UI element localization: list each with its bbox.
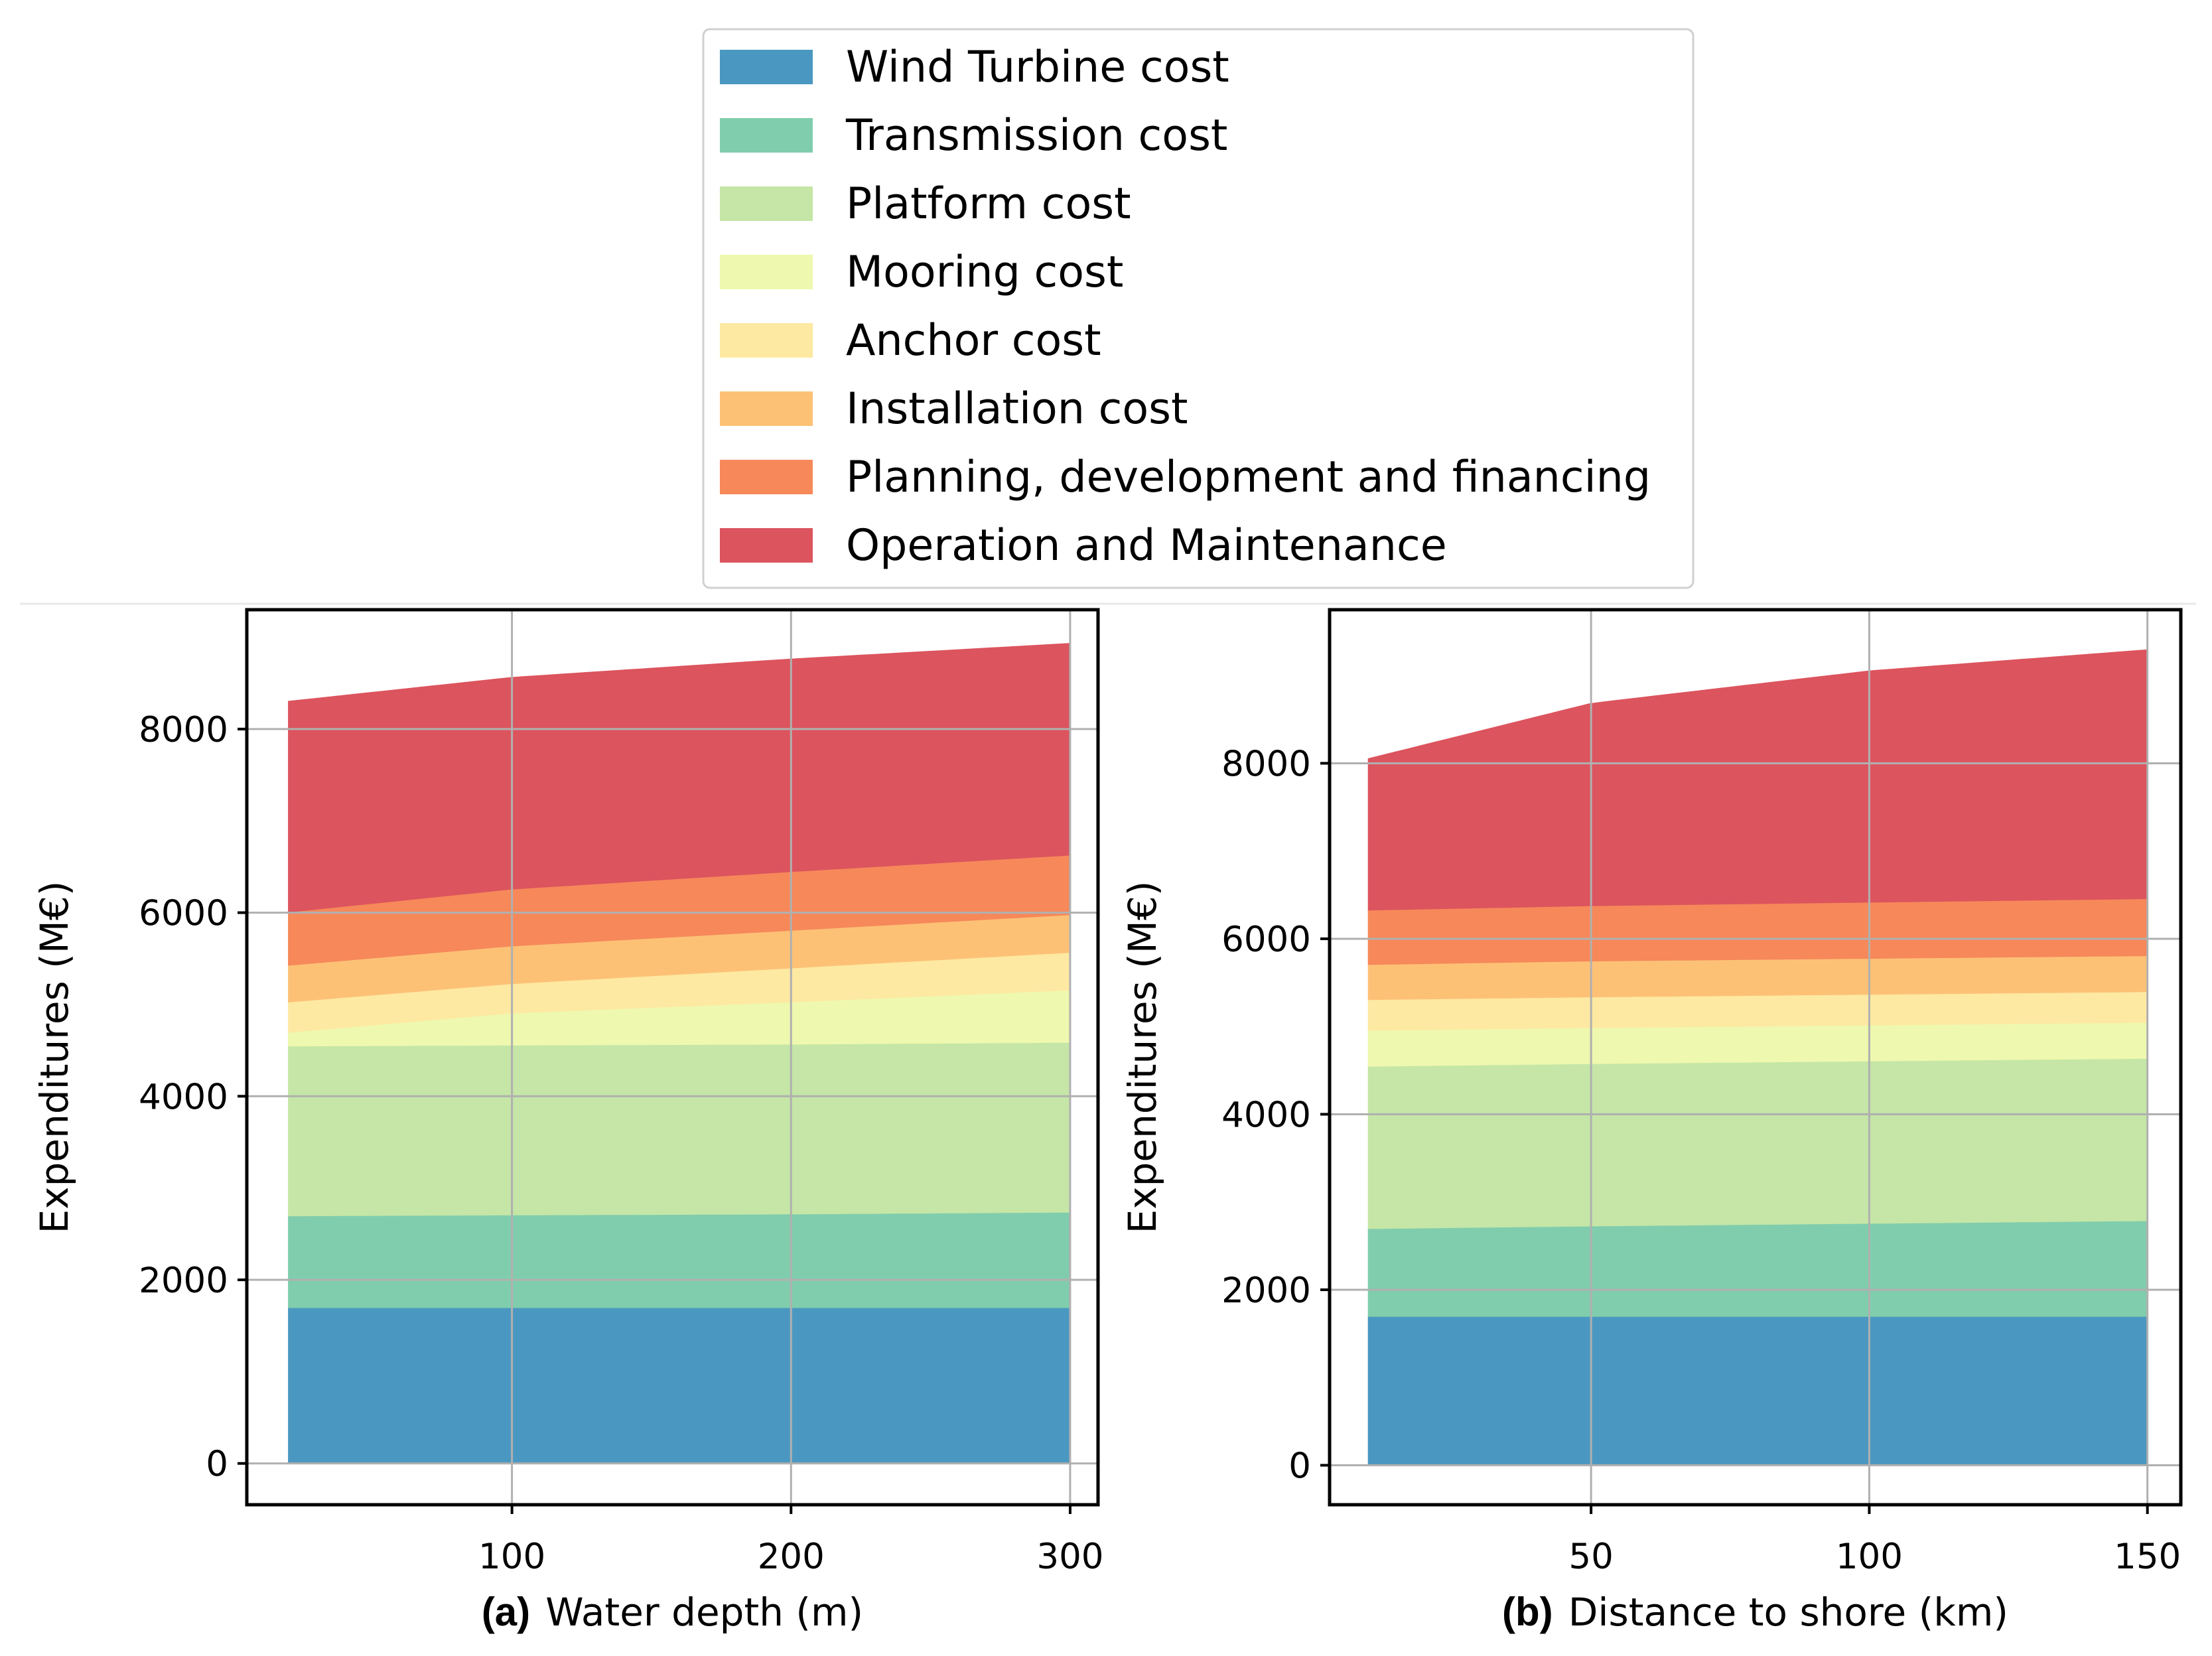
- x-axis-label: Water depth (m): [545, 1590, 863, 1635]
- x-axis-caption: (a) Water depth (m): [482, 1590, 863, 1635]
- area-wind-turbine-cost: [288, 1306, 1071, 1464]
- area-planning-development-and-financing: [1367, 898, 2148, 965]
- area-platform-cost: [1367, 1057, 2148, 1229]
- legend-item-platform-cost: Platform cost: [720, 179, 1131, 229]
- area-operation-and-maintenance: [1367, 649, 2148, 911]
- legend-item-installation-cost: Installation cost: [720, 384, 1188, 434]
- legend-label: Transmission cost: [845, 111, 1227, 161]
- y-tick-label: 6000: [1221, 920, 1311, 960]
- x-tick-label: 150: [2114, 1537, 2181, 1577]
- chart-panel-b: 50 100 150 0 2000 4000 6000 8000 Expenditures (…: [1120, 608, 2183, 1635]
- y-tick-label: 0: [206, 1444, 228, 1485]
- legend-label: Wind Turbine cost: [846, 42, 1229, 92]
- legend-item-transmission-cost: Transmission cost: [720, 111, 1227, 161]
- legend-label: Anchor cost: [846, 316, 1101, 366]
- legend-item-operation-and-maintenance: Operation and Maintenance: [720, 521, 1447, 571]
- legend-label: Installation cost: [846, 384, 1188, 434]
- legend-swatch: [720, 255, 813, 289]
- y-tick-label: 0: [1288, 1446, 1311, 1486]
- x-tick-label: 300: [1036, 1537, 1103, 1577]
- x-tick-label: 100: [1836, 1537, 1903, 1577]
- legend-label: Operation and Maintenance: [846, 521, 1447, 571]
- legend-label: Platform cost: [846, 179, 1131, 229]
- panel-tag: (b): [1502, 1590, 1553, 1634]
- area-transmission-cost: [288, 1211, 1071, 1308]
- legend-item-wind-turbine-cost: Wind Turbine cost: [720, 42, 1229, 92]
- y-tick-label: 4000: [1221, 1095, 1311, 1135]
- x-tick-label: 200: [758, 1537, 825, 1577]
- y-tick-label: 2000: [1221, 1271, 1311, 1311]
- plot-frame: [1328, 608, 2183, 1507]
- legend-item-planning-development-and-financing: Planning, development and financing: [720, 452, 1651, 502]
- y-tick-label: 2000: [139, 1261, 228, 1301]
- legend: Wind Turbine cost Transmission cost Platfo…: [702, 28, 1694, 589]
- y-axis-label: Expenditures (M€): [32, 881, 77, 1234]
- y-tick-label: 8000: [1221, 744, 1311, 784]
- x-tick-label: 100: [478, 1537, 545, 1577]
- y-axis-label: Expenditures (M€): [1120, 881, 1165, 1234]
- area-transmission-cost: [1367, 1219, 2148, 1317]
- legend-label: Mooring cost: [846, 247, 1123, 297]
- panel-tag: (a): [482, 1590, 530, 1634]
- y-tick-label: 6000: [139, 894, 228, 934]
- legend-swatch: [720, 50, 813, 84]
- x-axis-caption: (b) Distance to shore (km): [1502, 1590, 2008, 1635]
- legend-swatch: [720, 186, 813, 221]
- legend-item-anchor-cost: Anchor cost: [720, 316, 1101, 366]
- legend-item-mooring-cost: Mooring cost: [720, 247, 1123, 297]
- legend-swatch: [720, 460, 813, 494]
- legend-frame: [702, 28, 1694, 589]
- legend-label: Planning, development and financing: [846, 452, 1651, 502]
- legend-swatch: [720, 118, 813, 153]
- x-axis-label: Distance to shore (km): [1568, 1590, 2008, 1635]
- area-platform-cost: [288, 1041, 1071, 1217]
- x-tick-label: 50: [1568, 1537, 1613, 1577]
- legend-swatch: [720, 391, 813, 426]
- legend-swatch: [720, 323, 813, 358]
- area-wind-turbine-cost: [1367, 1315, 2148, 1466]
- y-tick-label: 8000: [139, 710, 228, 750]
- chart-panel-a: 100 200 300 0 2000 4000 6000 8000 Expenditures …: [32, 608, 1104, 1635]
- legend-swatch: [720, 528, 813, 563]
- y-tick-label: 4000: [139, 1077, 228, 1117]
- plot-frame: [245, 608, 1100, 1507]
